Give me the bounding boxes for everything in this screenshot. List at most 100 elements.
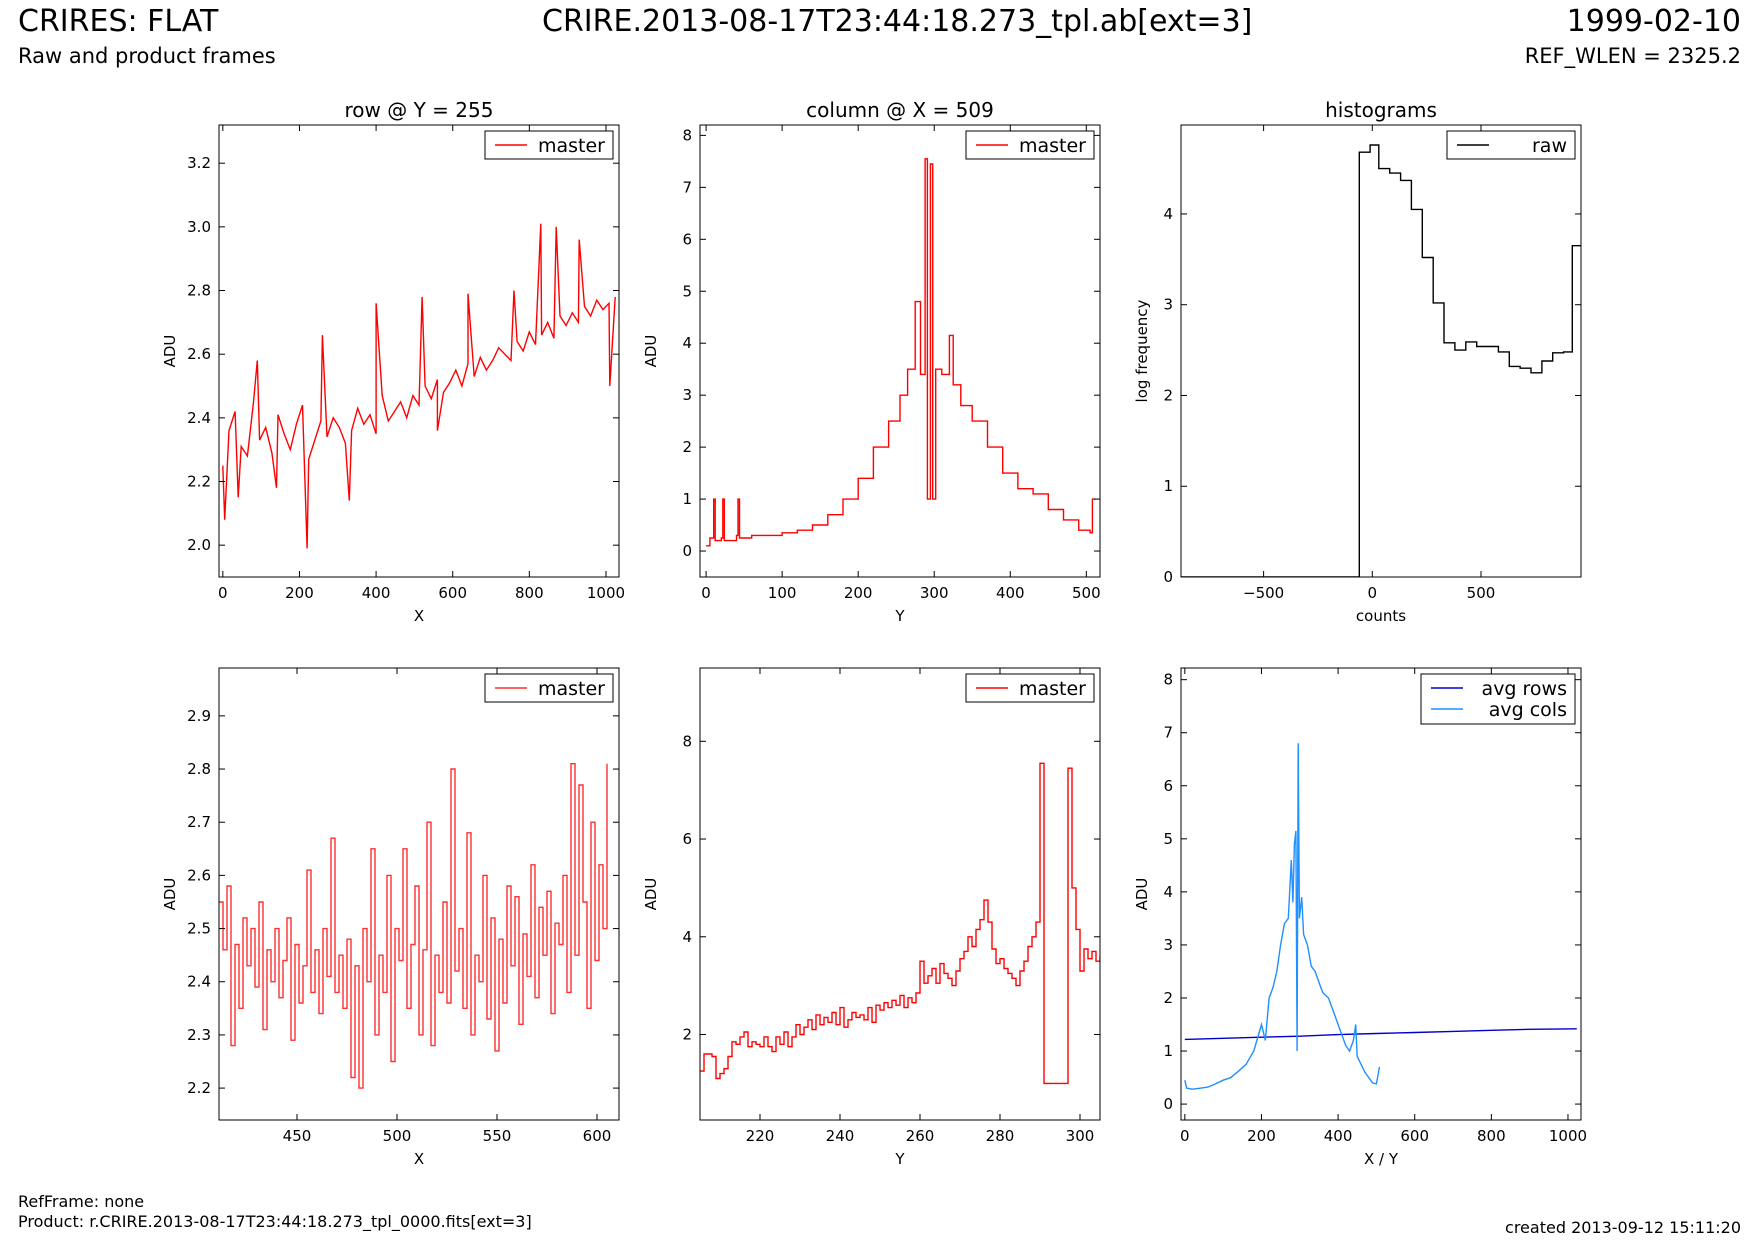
x-tick-label: 200 bbox=[844, 584, 873, 602]
ref-frame-label: RefFrame: none bbox=[18, 1192, 145, 1211]
series-line-avg-rows bbox=[1184, 1028, 1577, 1041]
x-axis-label: X bbox=[414, 607, 424, 625]
y-tick-label: 2 bbox=[1163, 386, 1173, 404]
y-axis-label: log frequency bbox=[1133, 299, 1151, 402]
report-subtitle: Raw and product frames bbox=[18, 44, 276, 68]
x-tick-label: 260 bbox=[906, 1127, 935, 1145]
y-tick-label: 6 bbox=[1163, 777, 1173, 795]
x-tick-label: 100 bbox=[768, 584, 797, 602]
date-label: 1999-02-10 bbox=[1566, 4, 1741, 39]
y-tick-label: 3 bbox=[682, 386, 692, 404]
legend-label: master bbox=[538, 678, 605, 700]
y-tick-label: 5 bbox=[1163, 830, 1173, 848]
legend-label: master bbox=[1019, 135, 1086, 157]
y-tick-label: 6 bbox=[682, 830, 692, 848]
y-tick-label: 2.7 bbox=[187, 813, 211, 831]
x-tick-label: 240 bbox=[826, 1127, 855, 1145]
legend-label: avg cols bbox=[1489, 699, 1567, 721]
y-tick-label: 2.5 bbox=[187, 920, 211, 938]
x-tick-label: 600 bbox=[1400, 1127, 1429, 1145]
y-tick-label: 3.0 bbox=[187, 218, 211, 236]
x-tick-label: 500 bbox=[1467, 584, 1496, 602]
plot-title: histograms bbox=[1325, 98, 1437, 122]
series-line-raw bbox=[1181, 144, 1581, 577]
y-tick-label: 0 bbox=[1163, 568, 1173, 586]
y-tick-label: 4 bbox=[1163, 205, 1173, 223]
legend-label: avg rows bbox=[1482, 678, 1567, 700]
y-tick-label: 0 bbox=[682, 542, 692, 560]
x-tick-label: 500 bbox=[1072, 584, 1101, 602]
x-tick-label: 280 bbox=[986, 1127, 1015, 1145]
y-tick-label: 2.3 bbox=[187, 1026, 211, 1044]
series-line-master bbox=[222, 223, 616, 549]
y-tick-label: 1 bbox=[1163, 477, 1173, 495]
x-tick-label: 0 bbox=[218, 584, 228, 602]
x-axis-label: Y bbox=[894, 607, 905, 625]
y-tick-label: 2 bbox=[682, 1025, 692, 1043]
y-axis-label: ADU bbox=[642, 878, 660, 911]
plot-frame bbox=[1180, 667, 1582, 1121]
x-tick-label: 300 bbox=[1066, 1127, 1095, 1145]
y-tick-label: 5 bbox=[682, 282, 692, 300]
x-tick-label: 1000 bbox=[1549, 1127, 1587, 1145]
legend-label: raw bbox=[1532, 135, 1567, 157]
legend-label: master bbox=[1019, 678, 1086, 700]
y-tick-label: 7 bbox=[682, 178, 692, 196]
y-tick-label: 3 bbox=[1163, 936, 1173, 954]
x-tick-label: 800 bbox=[1477, 1127, 1506, 1145]
product-label: Product: r.CRIRE.2013-08-17T23:44:18.273… bbox=[18, 1212, 532, 1231]
y-tick-label: 2.4 bbox=[187, 409, 211, 427]
y-tick-label: 2 bbox=[1163, 989, 1173, 1007]
file-name: CRIRE.2013-08-17T23:44:18.273_tpl.ab[ext… bbox=[542, 4, 1253, 39]
x-tick-label: 0 bbox=[701, 584, 711, 602]
y-tick-label: 7 bbox=[1163, 724, 1173, 742]
y-tick-label: 2.8 bbox=[187, 760, 211, 778]
y-tick-label: 6 bbox=[682, 230, 692, 248]
y-tick-label: 1 bbox=[1163, 1042, 1173, 1060]
x-axis-label: Y bbox=[894, 1150, 905, 1168]
y-tick-label: 0 bbox=[1163, 1095, 1173, 1113]
x-tick-label: 450 bbox=[283, 1127, 312, 1145]
x-tick-label: 0 bbox=[1180, 1127, 1190, 1145]
x-tick-label: 200 bbox=[285, 584, 314, 602]
series-line-avg-cols bbox=[1184, 743, 1381, 1090]
x-tick-label: 0 bbox=[1368, 584, 1378, 602]
series-line-master bbox=[700, 762, 1100, 1085]
x-axis-label: X / Y bbox=[1364, 1150, 1399, 1168]
plot-title: row @ Y = 255 bbox=[345, 98, 494, 122]
x-tick-label: 600 bbox=[438, 584, 467, 602]
x-tick-label: 200 bbox=[1247, 1127, 1276, 1145]
x-axis-label: counts bbox=[1356, 607, 1406, 625]
y-tick-label: 2.2 bbox=[187, 1079, 211, 1097]
y-axis-label: ADU bbox=[642, 335, 660, 368]
plot-frame bbox=[699, 124, 1101, 578]
y-tick-label: 2.8 bbox=[187, 282, 211, 300]
x-tick-label: 400 bbox=[1324, 1127, 1353, 1145]
y-tick-label: 2.6 bbox=[187, 866, 211, 884]
created-label: created 2013-09-12 15:11:20 bbox=[1505, 1218, 1741, 1237]
x-tick-label: 600 bbox=[583, 1127, 612, 1145]
report-title: CRIRES: FLAT bbox=[18, 4, 219, 39]
x-tick-label: 1000 bbox=[587, 584, 625, 602]
y-axis-label: ADU bbox=[161, 335, 179, 368]
y-tick-label: 2.9 bbox=[187, 707, 211, 725]
y-tick-label: 3 bbox=[1163, 296, 1173, 314]
series-line-master bbox=[219, 763, 608, 1089]
ref-wlen-label: REF_WLEN = 2325.2 bbox=[1524, 44, 1741, 68]
x-tick-label: 400 bbox=[362, 584, 391, 602]
x-axis-label: X bbox=[414, 1150, 424, 1168]
plot-frame bbox=[1180, 124, 1582, 578]
series-line-master bbox=[706, 158, 1096, 547]
y-tick-label: 2.0 bbox=[187, 536, 211, 554]
y-tick-label: 2.6 bbox=[187, 345, 211, 363]
x-tick-label: 300 bbox=[920, 584, 949, 602]
y-tick-label: 2 bbox=[682, 438, 692, 456]
plot-frame bbox=[699, 667, 1101, 1121]
y-tick-label: 2.2 bbox=[187, 473, 211, 491]
y-axis-label: ADU bbox=[161, 878, 179, 911]
y-tick-label: 4 bbox=[1163, 883, 1173, 901]
y-tick-label: 8 bbox=[1163, 671, 1173, 689]
legend-label: master bbox=[538, 135, 605, 157]
y-tick-label: 4 bbox=[682, 334, 692, 352]
y-tick-label: 8 bbox=[682, 732, 692, 750]
